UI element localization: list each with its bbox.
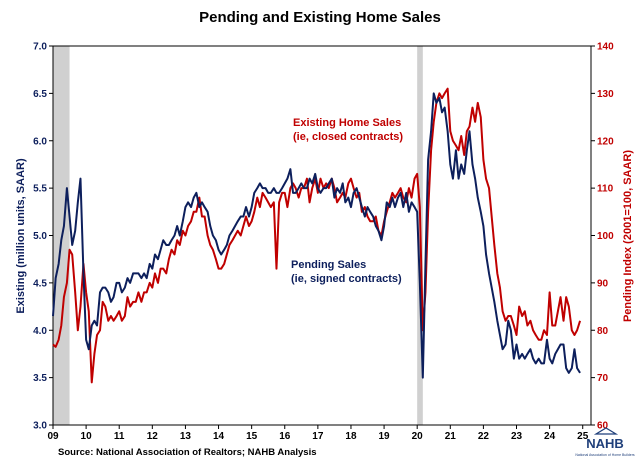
annotation-existing-line2: (ie, closed contracts) xyxy=(293,131,403,143)
x-tick-label: 24 xyxy=(544,431,556,442)
x-tick-label: 10 xyxy=(81,431,93,442)
right-tick-label: 80 xyxy=(597,326,609,337)
nahb-logo: NAHB National Association of Home Builde… xyxy=(575,427,635,457)
source-note: Source: National Association of Realtors… xyxy=(58,447,317,458)
x-tick-label: 09 xyxy=(47,431,59,442)
left-tick-label: 6.0 xyxy=(33,136,47,147)
x-tick-label: 21 xyxy=(445,431,457,442)
left-tick-label: 6.5 xyxy=(33,89,47,100)
x-tick-label: 23 xyxy=(511,431,523,442)
x-axis-ticks: 09 10 11 12 13 14 15 16 17 18 19 20 21 22 23 24 25 xyxy=(47,425,589,442)
left-tick-label: 4.0 xyxy=(33,326,47,337)
right-tick-label: 70 xyxy=(597,373,609,384)
x-tick-label: 14 xyxy=(213,431,225,442)
x-tick-label: 22 xyxy=(478,431,490,442)
x-tick-label: 15 xyxy=(246,431,258,442)
right-tick-label: 90 xyxy=(597,278,609,289)
right-axis-ticks: 60 70 80 90 100 110 120 130 140 xyxy=(591,42,614,432)
annotation-existing: Existing Home Sales (ie, closed contract… xyxy=(293,117,403,143)
x-tick-label: 25 xyxy=(577,431,589,442)
annotation-pending: Pending Sales (ie, signed contracts) xyxy=(291,259,402,285)
x-tick-label: 13 xyxy=(180,431,192,442)
logo-roof-icon xyxy=(593,427,619,435)
x-tick-label: 12 xyxy=(147,431,159,442)
left-axis-ticks: 3.0 3.5 4.0 4.5 5.0 5.5 6.0 6.5 7.0 xyxy=(33,42,53,432)
right-tick-label: 140 xyxy=(597,42,614,53)
chart-title: Pending and Existing Home Sales xyxy=(199,9,441,26)
right-tick-label: 110 xyxy=(597,184,614,195)
annotation-pending-line1: Pending Sales xyxy=(291,259,366,271)
series-line-existing xyxy=(52,92,581,379)
x-tick-label: 17 xyxy=(312,431,324,442)
annotation-pending-line2: (ie, signed contracts) xyxy=(291,273,402,285)
left-tick-label: 5.0 xyxy=(33,231,47,242)
right-tick-label: 100 xyxy=(597,231,614,242)
annotation-existing-line1: Existing Home Sales xyxy=(293,117,401,129)
x-tick-label: 20 xyxy=(412,431,424,442)
left-axis-title: Existing (million units, SAAR) xyxy=(15,158,27,314)
logo-text: NAHB xyxy=(586,436,624,451)
right-tick-label: 130 xyxy=(597,89,614,100)
left-tick-label: 5.5 xyxy=(33,184,47,195)
x-tick-label: 19 xyxy=(379,431,391,442)
right-tick-label: 60 xyxy=(597,421,609,432)
logo-subtitle: National Association of Home Builders xyxy=(575,453,635,457)
x-tick-label: 18 xyxy=(345,431,357,442)
right-tick-label: 120 xyxy=(597,136,614,147)
left-tick-label: 4.5 xyxy=(33,278,47,289)
left-tick-label: 3.0 xyxy=(33,421,47,432)
right-axis-title: Pending Index (2001=100, SAAR) xyxy=(622,150,634,322)
left-tick-label: 3.5 xyxy=(33,373,47,384)
x-tick-label: 16 xyxy=(279,431,291,442)
left-tick-label: 7.0 xyxy=(33,42,47,53)
series-layer xyxy=(52,87,582,384)
plot-area-frame xyxy=(52,45,592,426)
recession-shading xyxy=(53,46,423,425)
x-tick-label: 11 xyxy=(114,431,125,442)
